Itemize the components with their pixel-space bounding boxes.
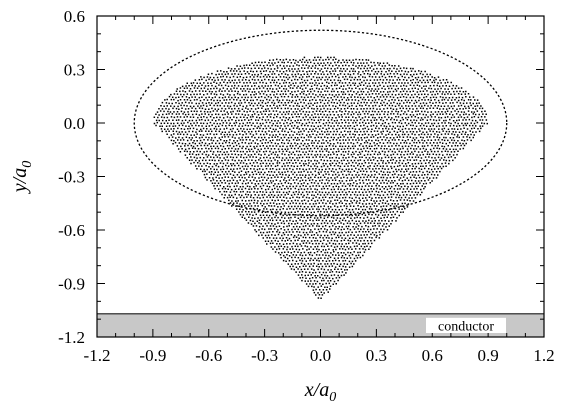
particle-cloud-points — [153, 56, 489, 299]
x-tick-labels: -1.2 -0.9 -0.6 -0.3 0.0 0.3 0.6 0.9 1.2 — [84, 346, 555, 365]
x-tick-label: 0.6 — [422, 346, 443, 365]
dashed-ellipse — [133, 29, 508, 217]
y-tick-label: 0.0 — [64, 114, 85, 133]
y-tick-label: -0.9 — [58, 275, 85, 294]
x-tick-label: -0.6 — [195, 346, 222, 365]
x-tick-label: -0.9 — [139, 346, 166, 365]
x-axis-label-base: x/a — [304, 379, 329, 401]
x-axis-label-sub: 0 — [329, 390, 336, 405]
particle-cloud — [153, 56, 489, 299]
y-tick-labels: 0.6 0.3 0.0 -0.3 -0.6 -0.9 -1.2 — [58, 7, 85, 347]
y-tick-label: 0.3 — [64, 61, 85, 80]
dashed-ellipse-layer — [133, 29, 508, 217]
conductor-label-box — [426, 317, 506, 333]
x-tick-label: 1.2 — [533, 346, 554, 365]
y-tick-label: 0.6 — [64, 7, 85, 26]
y-axis-label-base: y/a — [9, 168, 31, 194]
y-axis-label: y/a0 — [9, 161, 35, 194]
conductor-label: conductor — [438, 319, 494, 334]
y-tick-label: -0.6 — [58, 221, 85, 240]
plot-frame — [96, 15, 545, 338]
x-axis-label: x/a0 — [304, 379, 336, 405]
x-tick-label: 0.3 — [366, 346, 387, 365]
y-tick-label: -0.3 — [58, 168, 85, 187]
y-tick-label: -1.2 — [58, 328, 85, 347]
x-tick-label: 0.0 — [310, 346, 331, 365]
x-tick-label: 0.9 — [478, 346, 499, 365]
x-tick-label: -1.2 — [84, 346, 111, 365]
y-axis-label-sub: 0 — [20, 161, 35, 168]
axis-ticks — [96, 15, 545, 338]
x-tick-label: -0.3 — [251, 346, 278, 365]
